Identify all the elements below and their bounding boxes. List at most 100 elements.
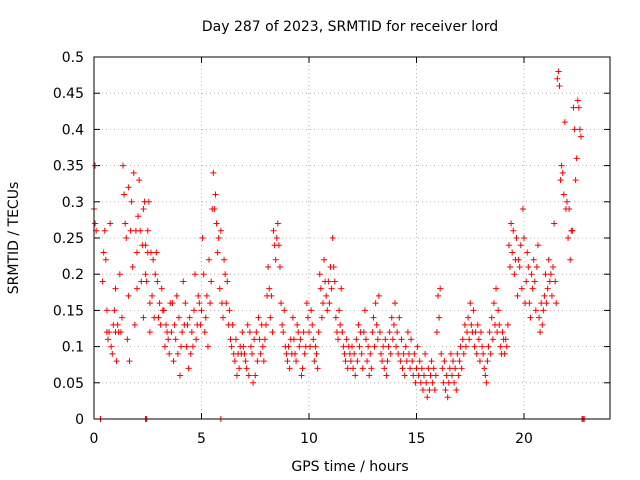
data-point (220, 314, 226, 321)
data-point (153, 249, 160, 256)
data-point (204, 343, 211, 350)
data-point (545, 256, 552, 263)
data-point (203, 292, 210, 299)
data-point (381, 365, 388, 372)
plot-border (93, 56, 611, 420)
data-point (399, 365, 406, 372)
data-point (378, 350, 385, 357)
data-point (142, 242, 149, 249)
data-point (207, 300, 214, 307)
data-point (112, 285, 119, 292)
data-point (437, 285, 444, 292)
data-point (351, 350, 358, 357)
data-point (249, 350, 256, 357)
data-point (488, 314, 495, 321)
data-point (121, 191, 128, 198)
data-point (274, 220, 281, 227)
data-point (412, 379, 419, 386)
data-point (147, 249, 154, 256)
data-point (550, 263, 557, 270)
data-point (428, 358, 435, 365)
data-point (306, 329, 312, 336)
data-point (569, 227, 576, 234)
data-point (294, 321, 301, 328)
data-point (267, 314, 274, 321)
y-tick-label: 0.15 (53, 303, 84, 319)
data-point (421, 372, 428, 379)
data-point (340, 343, 347, 350)
data-point (445, 379, 452, 386)
data-point (317, 285, 324, 292)
data-point (531, 278, 538, 285)
data-point (315, 329, 322, 336)
y-tick-label: 0.4 (62, 122, 84, 138)
data-point (260, 358, 267, 365)
data-point (280, 329, 287, 336)
data-point (359, 365, 366, 372)
data-point (297, 336, 304, 343)
data-point (473, 350, 480, 357)
data-point (444, 394, 451, 401)
data-point (155, 314, 162, 321)
data-point (211, 206, 218, 213)
data-point (501, 350, 508, 357)
data-point (182, 300, 189, 307)
data-point (314, 365, 321, 372)
data-point (481, 365, 488, 372)
data-point (380, 343, 387, 350)
data-point (376, 329, 383, 336)
data-point (173, 292, 180, 299)
x-axis: 0 5 10 15 20 (90, 57, 533, 447)
data-point (572, 177, 579, 184)
data-point (102, 256, 109, 263)
data-point (189, 343, 196, 350)
data-point (124, 336, 131, 343)
data-point (221, 256, 228, 263)
data-point (331, 278, 338, 285)
data-point (385, 343, 392, 350)
data-point (457, 343, 464, 350)
data-point (140, 206, 147, 213)
data-point (270, 227, 277, 234)
data-point (304, 314, 311, 321)
data-point (299, 365, 306, 372)
data-point (150, 256, 157, 263)
data-point (577, 133, 584, 140)
data-point (382, 336, 389, 343)
data-point (131, 321, 138, 328)
data-point (336, 307, 343, 314)
data-point (419, 387, 426, 394)
data-point (394, 329, 401, 336)
data-point (487, 350, 494, 357)
data-point (245, 372, 252, 379)
data-point (365, 343, 372, 350)
data-point (250, 379, 257, 386)
data-point (268, 292, 275, 299)
data-point (142, 271, 149, 278)
data-point (313, 350, 320, 357)
data-point (552, 278, 559, 285)
data-point (276, 263, 283, 270)
data-point (201, 329, 208, 336)
data-point (565, 235, 572, 241)
data-point (455, 372, 462, 379)
data-point (256, 336, 263, 343)
data-point (172, 336, 179, 343)
data-point (145, 198, 152, 205)
data-point (303, 300, 310, 307)
data-point (416, 358, 423, 365)
data-point (395, 350, 402, 357)
data-point (125, 292, 132, 299)
data-point (168, 329, 175, 336)
data-point (275, 242, 282, 249)
data-point (128, 198, 135, 205)
data-point (424, 394, 431, 401)
data-point (548, 292, 555, 299)
data-point (551, 220, 558, 227)
data-point (222, 271, 229, 278)
data-point (360, 329, 367, 336)
x-tick-label: 15 (408, 431, 426, 447)
data-point (212, 191, 219, 198)
data-point (202, 314, 209, 321)
